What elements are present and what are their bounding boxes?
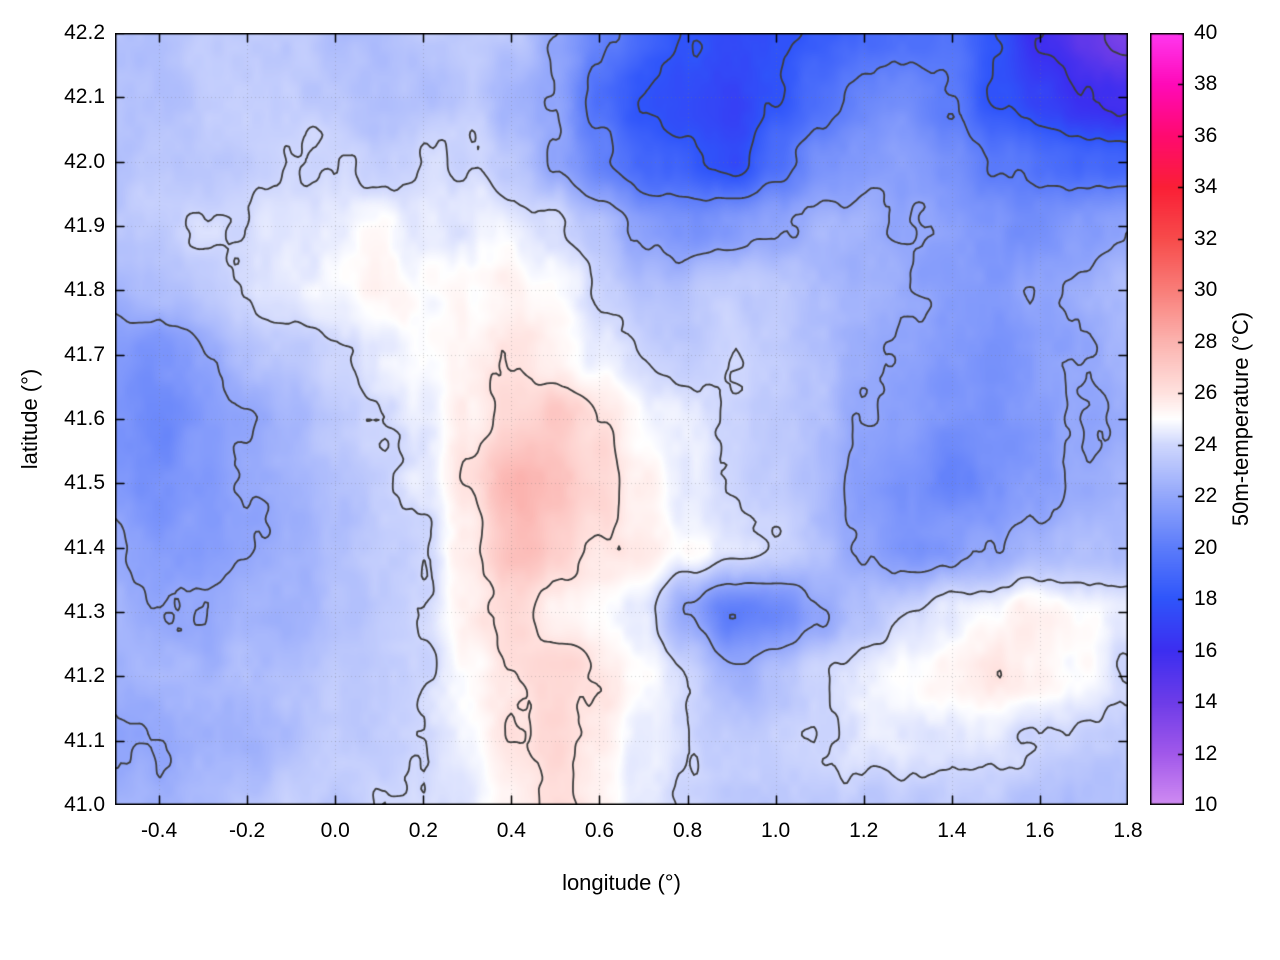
colorbar-label: 50m-temperature (°C) — [1228, 311, 1253, 527]
colorbar-tick-label: 32 — [1194, 226, 1218, 250]
x-tick-label: 0.2 — [408, 819, 438, 842]
colorbar-tick-label: 38 — [1194, 72, 1218, 96]
y-tick-label: 41.8 — [64, 278, 105, 302]
colorbar-tick-label: 28 — [1194, 329, 1218, 353]
x-tick-label: 1.2 — [849, 819, 879, 842]
colorbar-tick-label: 34 — [1194, 175, 1218, 199]
y-tick-label: 42.1 — [64, 85, 105, 109]
x-tick-label: 1.8 — [1113, 819, 1143, 842]
colorbar-tick-label: 20 — [1194, 535, 1218, 559]
colorbar-tick-label: 16 — [1194, 638, 1218, 662]
x-tick-label: -0.4 — [140, 819, 178, 842]
x-tick-label: 1.6 — [1025, 819, 1055, 842]
colorbar-tick-label: 36 — [1194, 123, 1218, 147]
heatmap-canvas — [115, 33, 1128, 805]
x-axis-label: longitude (°) — [562, 870, 681, 895]
y-axis-label: latitude (°) — [17, 368, 42, 470]
y-tick-label: 41.0 — [64, 793, 105, 816]
colorbar-tick-label: 30 — [1194, 278, 1218, 302]
colorbar-tick-label: 26 — [1194, 381, 1218, 405]
x-tick-label: 1.4 — [937, 819, 967, 842]
colorbar — [1150, 33, 1184, 805]
colorbar-tick-label: 12 — [1194, 741, 1218, 765]
y-tick-label: 41.2 — [64, 664, 105, 688]
y-tick-label: 42.0 — [64, 149, 105, 173]
colorbar-tick-label: 10 — [1194, 793, 1218, 816]
colorbar-tick-label: 22 — [1194, 484, 1218, 508]
y-tick-label: 41.5 — [64, 471, 105, 495]
y-tick-label: 41.4 — [64, 535, 105, 559]
colorbar-tick-label: 14 — [1194, 690, 1218, 714]
x-tick-label: 0.6 — [584, 819, 615, 842]
x-tick-label: 0.4 — [496, 819, 526, 842]
y-tick-label: 41.3 — [64, 600, 105, 623]
x-tick-label: 0.0 — [320, 819, 350, 842]
colorbar-tick-label: 18 — [1194, 587, 1218, 611]
x-tick-label: 1.0 — [761, 819, 791, 842]
colorbar-tick-label: 40 — [1194, 21, 1218, 44]
x-tick-label: 0.8 — [672, 819, 703, 842]
x-tick-label: -0.2 — [229, 819, 266, 842]
y-tick-label: 41.7 — [64, 342, 105, 366]
y-tick-label: 42.2 — [64, 21, 105, 44]
y-tick-label: 41.1 — [64, 728, 105, 752]
colorbar-tick-label: 24 — [1194, 432, 1218, 456]
y-tick-label: 41.9 — [64, 214, 105, 237]
y-tick-label: 41.6 — [64, 407, 105, 430]
